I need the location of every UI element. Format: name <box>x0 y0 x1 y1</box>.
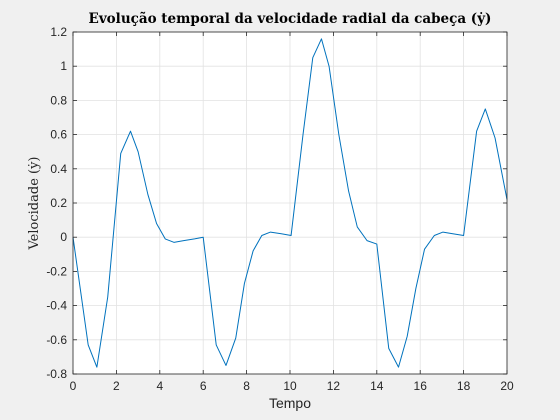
y-tick-label: -0.4 <box>46 299 67 313</box>
series-line <box>72 38 508 368</box>
y-tick-label: 0 <box>60 230 67 244</box>
y-tick-label: -0.2 <box>46 264 67 278</box>
x-tick-label: 8 <box>243 379 250 393</box>
data-lines <box>72 38 508 368</box>
x-tick-label: 0 <box>70 379 77 393</box>
x-tick-label: 2 <box>113 379 120 393</box>
y-tick-label: 0.4 <box>50 162 67 176</box>
y-tick-label: 0.8 <box>50 93 67 107</box>
y-tick-label: -0.8 <box>46 367 67 381</box>
y-tick-label: 0.2 <box>50 196 67 210</box>
x-tick-label: 18 <box>457 379 471 393</box>
x-tick-label: 12 <box>327 379 341 393</box>
y-axis-label: Velocidade (ẏ) <box>27 156 42 250</box>
x-tick-label: 16 <box>414 379 428 393</box>
y-tick-label: -0.6 <box>46 333 67 347</box>
x-tick-label: 20 <box>500 379 514 393</box>
y-tick-label: 0.6 <box>50 128 67 142</box>
x-tick-label: 6 <box>200 379 207 393</box>
tick-labels: 0 2 4 6 8 10 12 14 16 18 20 -0.8 -0.6 -0.4 -0.2 0 0.2 0.4… <box>46 25 514 393</box>
x-axis-label: Tempo <box>269 395 311 411</box>
y-tick-label: 1 <box>60 59 67 73</box>
x-tick-label: 4 <box>156 379 163 393</box>
x-tick-label: 10 <box>283 379 297 393</box>
x-tick-label: 14 <box>370 379 384 393</box>
chart-title: Evolução temporal da velocidade radial d… <box>89 11 492 27</box>
y-tick-label: 1.2 <box>50 25 67 39</box>
ticks <box>72 31 508 375</box>
